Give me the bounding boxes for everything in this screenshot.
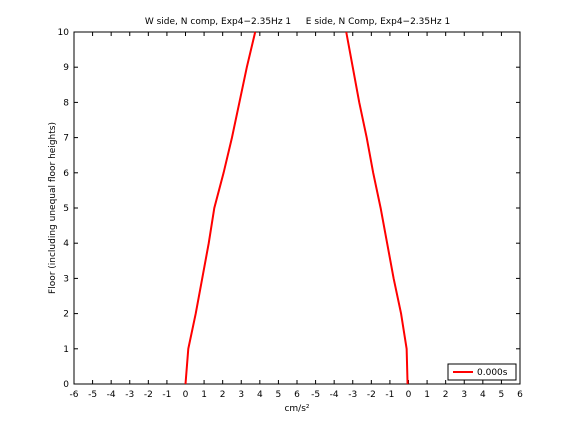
x-tick-label: -3: [348, 390, 357, 400]
x-tick-label: 0: [406, 390, 412, 400]
x-tick-label: -5: [88, 390, 97, 400]
y-tick-label: 4: [63, 239, 69, 249]
x-tick-label: 5: [276, 390, 282, 400]
data-line: [184, 31, 257, 385]
x-tick-label: -2: [144, 390, 153, 400]
x-tick-label: 1: [201, 390, 207, 400]
legend-label: 0.000s: [477, 368, 508, 378]
legend-box: [447, 363, 517, 381]
y-tick-label: 10: [58, 28, 70, 38]
x-tick-label: 0: [183, 390, 189, 400]
x-tick-label: -1: [385, 390, 394, 400]
x-tick-label: 2: [443, 390, 449, 400]
x-tick-label: 1: [424, 390, 430, 400]
chart-title: W side, N comp, Exp4−2.35Hz 1: [145, 17, 291, 27]
data-line: [345, 31, 409, 385]
y-tick-label: 6: [63, 169, 69, 179]
x-tick-label: 6: [294, 390, 300, 400]
chart-title: E side, N Comp, Exp4−2.35Hz 1: [306, 17, 450, 27]
x-tick-label: -4: [107, 390, 116, 400]
x-tick-label: -2: [367, 390, 376, 400]
x-tick-label: 6: [517, 390, 523, 400]
x-tick-label: 3: [238, 390, 244, 400]
y-tick-label: 8: [63, 98, 69, 108]
x-tick-label: 4: [257, 390, 263, 400]
y-tick-label: 9: [63, 63, 69, 73]
y-tick-label: 7: [63, 134, 69, 144]
y-axis-label: Floor (including unequal floor heights): [48, 122, 58, 294]
x-axis-label: cm/s²: [284, 404, 309, 414]
y-tick-label: 3: [63, 274, 69, 284]
x-tick-label: -5: [311, 390, 320, 400]
x-tick-label: -4: [330, 390, 339, 400]
x-tick-label: -6: [70, 390, 79, 400]
x-tick-label: 5: [499, 390, 505, 400]
x-tick-label: 2: [220, 390, 226, 400]
y-tick-label: 5: [63, 204, 69, 214]
x-tick-label: 3: [461, 390, 467, 400]
y-tick-label: 1: [63, 345, 69, 355]
x-tick-label: 4: [480, 390, 486, 400]
x-tick-label: -1: [162, 390, 171, 400]
y-tick-label: 2: [63, 310, 69, 320]
y-tick-label: 0: [63, 380, 69, 390]
x-tick-label: -3: [125, 390, 134, 400]
plot-frame: [73, 31, 521, 385]
